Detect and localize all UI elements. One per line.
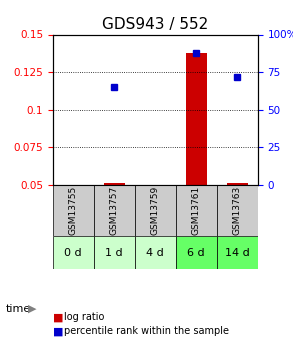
Text: 0 d: 0 d bbox=[64, 248, 82, 258]
Text: 1 d: 1 d bbox=[105, 248, 123, 258]
FancyBboxPatch shape bbox=[94, 185, 135, 236]
FancyBboxPatch shape bbox=[176, 185, 217, 236]
Bar bbox=[104, 183, 125, 185]
Text: ■: ■ bbox=[53, 313, 63, 322]
FancyBboxPatch shape bbox=[217, 185, 258, 236]
Text: log ratio: log ratio bbox=[64, 313, 105, 322]
Text: GSM13761: GSM13761 bbox=[192, 186, 201, 235]
Text: 14 d: 14 d bbox=[225, 248, 250, 258]
Text: GSM13755: GSM13755 bbox=[69, 186, 78, 235]
FancyBboxPatch shape bbox=[217, 236, 258, 269]
Text: GSM13757: GSM13757 bbox=[110, 186, 119, 235]
Bar bbox=[227, 183, 248, 185]
Text: ■: ■ bbox=[53, 326, 63, 336]
Bar bbox=[186, 52, 207, 185]
Text: GSM13759: GSM13759 bbox=[151, 186, 160, 235]
Text: 4 d: 4 d bbox=[146, 248, 164, 258]
FancyBboxPatch shape bbox=[53, 185, 94, 236]
FancyBboxPatch shape bbox=[176, 236, 217, 269]
FancyBboxPatch shape bbox=[135, 236, 176, 269]
Text: ▶: ▶ bbox=[28, 304, 36, 314]
Text: 6 d: 6 d bbox=[188, 248, 205, 258]
Text: GSM13763: GSM13763 bbox=[233, 186, 242, 235]
FancyBboxPatch shape bbox=[94, 236, 135, 269]
FancyBboxPatch shape bbox=[135, 185, 176, 236]
Text: percentile rank within the sample: percentile rank within the sample bbox=[64, 326, 229, 336]
Title: GDS943 / 552: GDS943 / 552 bbox=[102, 17, 208, 32]
Text: time: time bbox=[6, 304, 31, 314]
FancyBboxPatch shape bbox=[53, 236, 94, 269]
